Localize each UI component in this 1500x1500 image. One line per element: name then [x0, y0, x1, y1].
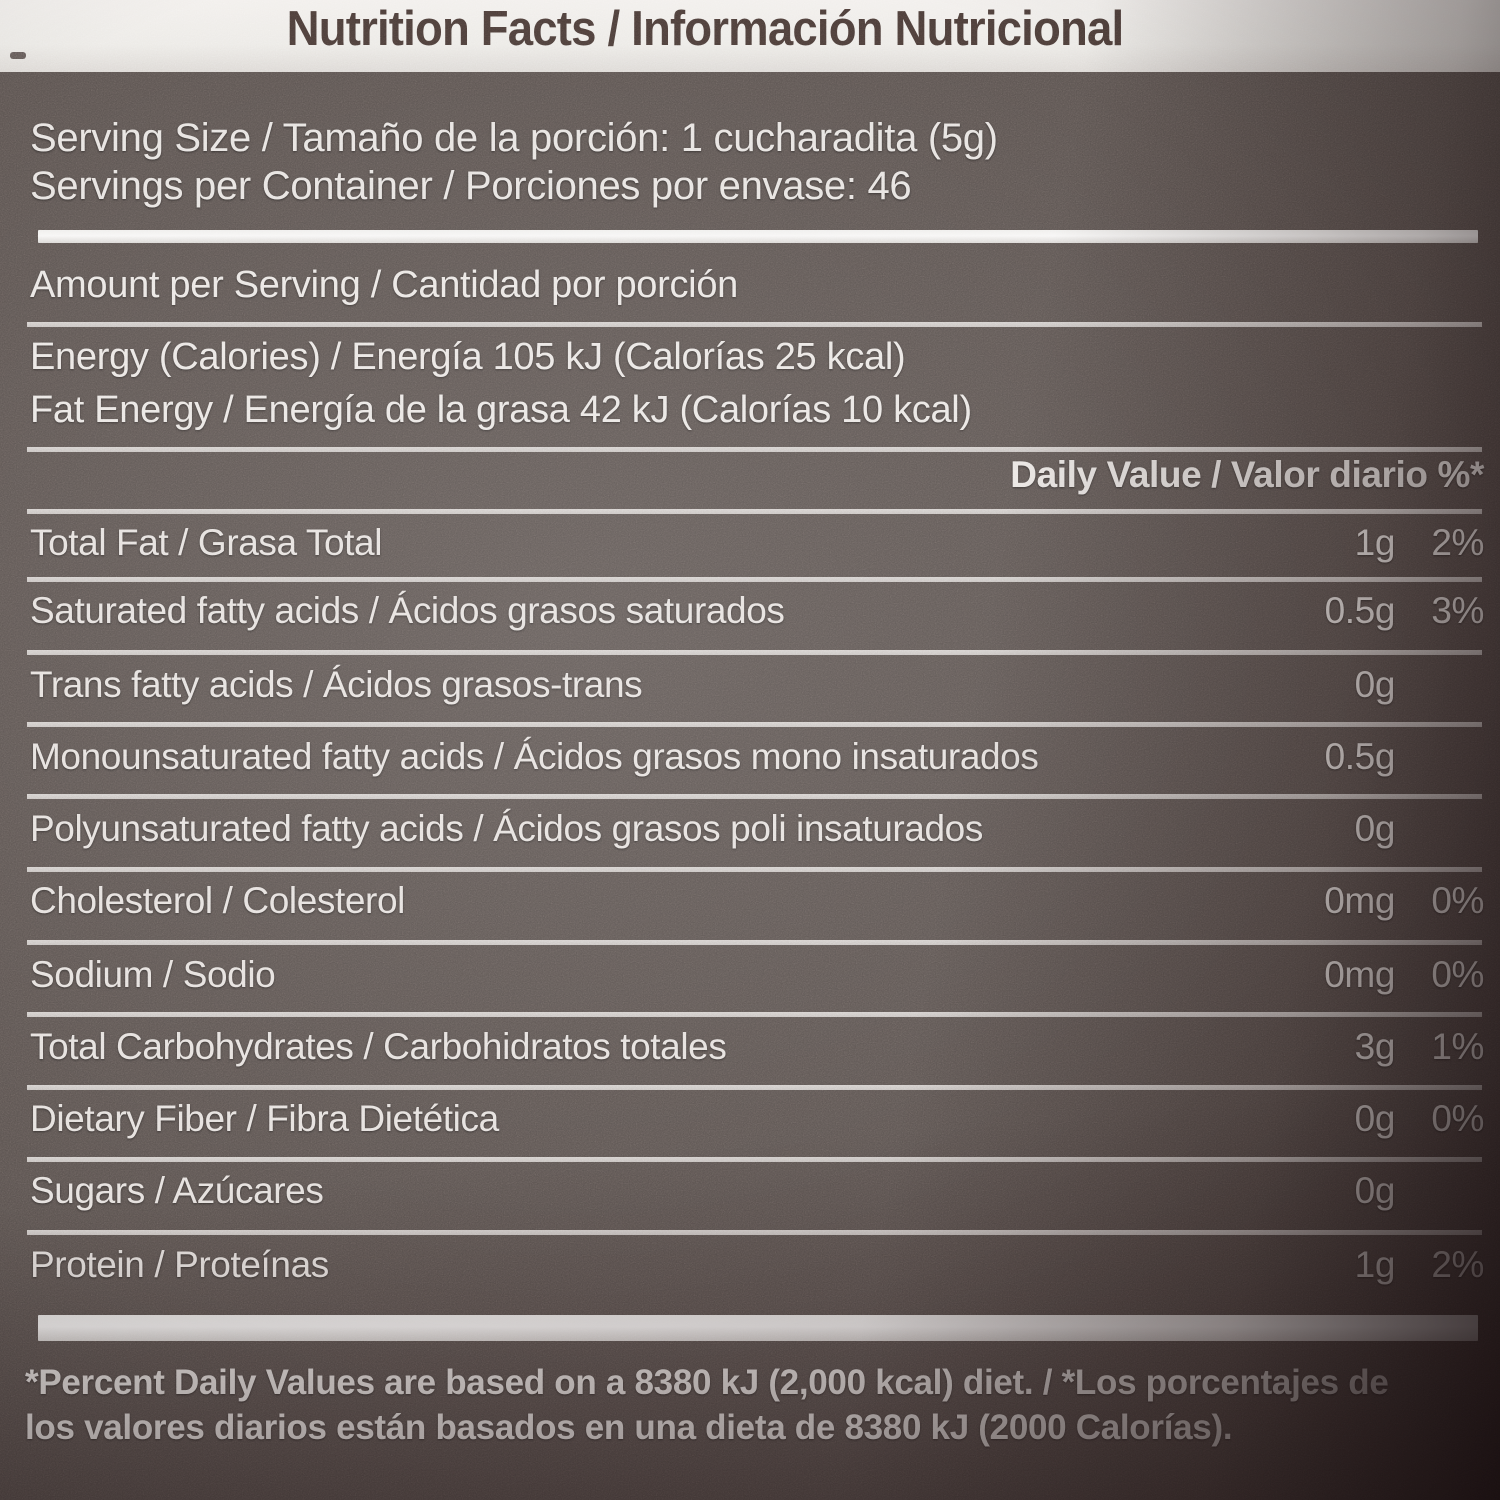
nutrient-name: Saturated fatty acids / Ácidos grasos sa…: [30, 590, 785, 631]
divider-row-10: [27, 1230, 1482, 1235]
nutrient-dv: 2%: [1431, 522, 1484, 563]
divider-row-5: [27, 867, 1482, 872]
nutrient-amount: 0.5g: [1324, 736, 1396, 777]
divider-energy: [27, 447, 1482, 452]
nutrient-dv: 0%: [1431, 1098, 1484, 1139]
title-band: Nutrition Facts / Información Nutriciona…: [0, 0, 1500, 72]
nutrient-amount: 1g: [1354, 522, 1396, 563]
divider-row-2: [27, 650, 1482, 655]
divider-dv-header: [27, 509, 1482, 514]
nutrient-name: Cholesterol / Colesterol: [30, 880, 405, 921]
paper-speck: [10, 52, 26, 59]
nutrient-name: Sugars / Azúcares: [30, 1170, 324, 1211]
nutrient-dv: 0%: [1431, 954, 1484, 995]
nutrient-dv: 3%: [1431, 590, 1484, 631]
divider-row-7: [27, 1012, 1482, 1017]
nutrient-amount: 3g: [1354, 1026, 1396, 1067]
nutrient-amount: 0g: [1354, 1170, 1396, 1211]
divider-row-9: [27, 1157, 1482, 1162]
servings-per-container-line: Servings per Container / Porciones por e…: [30, 164, 912, 208]
nutrient-amount: 0mg: [1324, 880, 1395, 921]
nutrient-dv: 2%: [1431, 1244, 1484, 1285]
nutrient-name: Trans fatty acids / Ácidos grasos-trans: [30, 664, 643, 705]
divider-amount: [27, 322, 1482, 327]
label-body: Serving Size / Tamaño de la porción: 1 c…: [0, 72, 1500, 1500]
nutrient-amount: 0g: [1354, 1098, 1396, 1139]
divider-thick-bottom: [38, 1315, 1478, 1341]
energy-calories-line: Energy (Calories) / Energía 105 kJ (Calo…: [30, 336, 906, 378]
daily-value-header: Daily Value / Valor diario %*: [1010, 454, 1484, 495]
nutrient-name: Monounsaturated fatty acids / Ácidos gra…: [30, 736, 1039, 777]
nutrient-amount: 0g: [1354, 664, 1396, 705]
nutrient-amount: 0g: [1354, 808, 1396, 849]
nutrient-name: Protein / Proteínas: [30, 1244, 329, 1285]
nutrient-name: Sodium / Sodio: [30, 954, 276, 995]
amount-per-serving-label: Amount per Serving / Cantidad por porció…: [30, 264, 738, 306]
divider-row-6: [27, 940, 1482, 945]
nutrient-amount: 0.5g: [1324, 590, 1396, 631]
nutrient-amount: 0mg: [1324, 954, 1395, 995]
divider-row-1: [27, 577, 1482, 582]
fat-energy-line: Fat Energy / Energía de la grasa 42 kJ (…: [30, 389, 972, 431]
serving-size-line: Serving Size / Tamaño de la porción: 1 c…: [30, 116, 998, 160]
nutrient-name: Total Carbohydrates / Carbohidratos tota…: [30, 1026, 727, 1067]
divider-thick-top: [38, 230, 1478, 243]
nutrient-name: Polyunsaturated fatty acids / Ácidos gra…: [30, 808, 983, 849]
divider-row-8: [27, 1085, 1482, 1090]
divider-row-4: [27, 794, 1482, 799]
divider-row-3: [27, 722, 1482, 727]
nutrient-dv: 0%: [1431, 880, 1484, 921]
nutrient-dv: 1%: [1431, 1026, 1484, 1067]
nutrient-name: Dietary Fiber / Fibra Dietética: [30, 1098, 499, 1139]
nutrient-amount: 1g: [1354, 1244, 1396, 1285]
daily-value-footnote: *Percent Daily Values are based on a 838…: [25, 1363, 1389, 1447]
page-title: Nutrition Facts / Información Nutriciona…: [286, 2, 1124, 56]
nutrient-name: Total Fat / Grasa Total: [30, 522, 383, 563]
